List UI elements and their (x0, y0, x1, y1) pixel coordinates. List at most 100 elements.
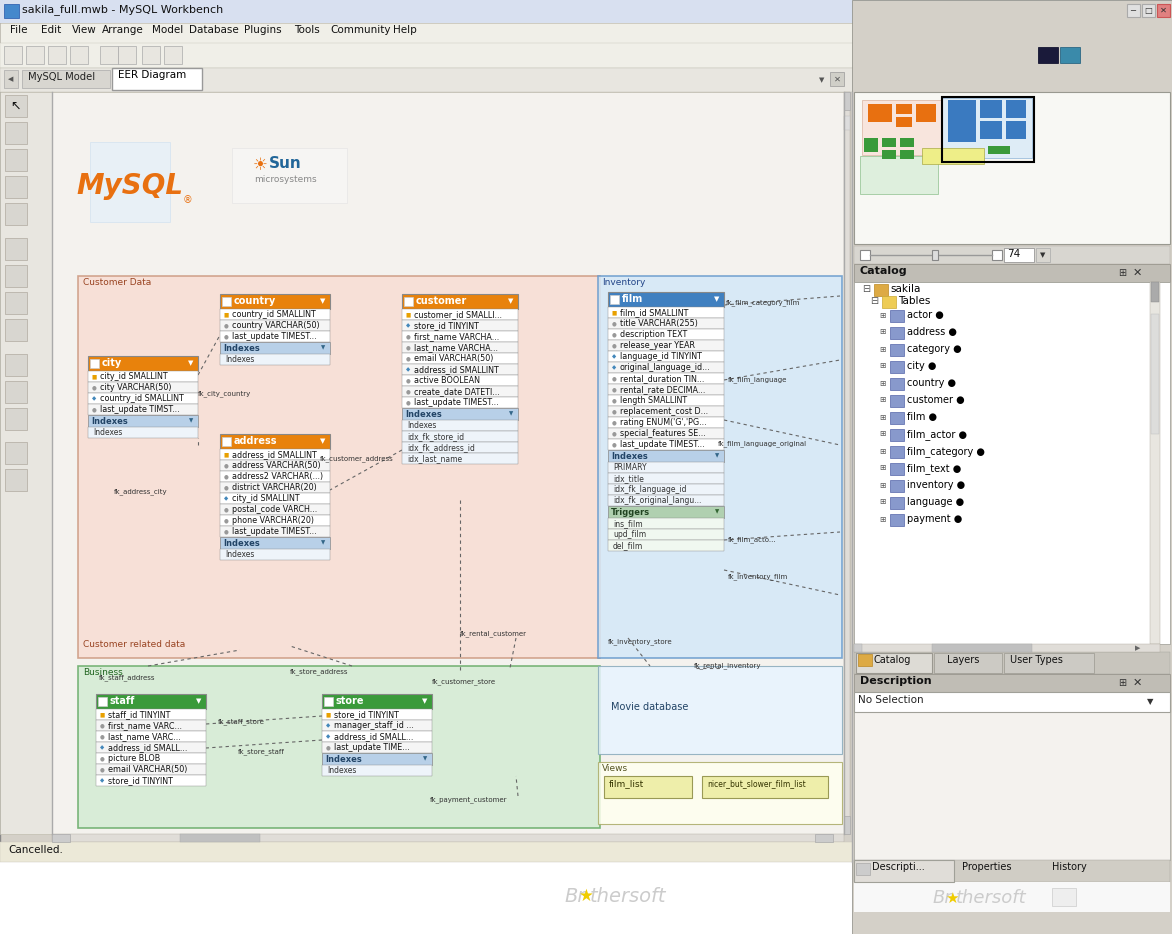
Text: Inventory: Inventory (602, 278, 646, 287)
Text: title VARCHAR(255): title VARCHAR(255) (620, 319, 697, 328)
FancyBboxPatch shape (890, 378, 904, 390)
FancyBboxPatch shape (890, 412, 904, 424)
FancyBboxPatch shape (142, 46, 161, 64)
FancyBboxPatch shape (322, 753, 432, 765)
Text: last_update TIMEST...: last_update TIMEST... (232, 527, 316, 536)
Text: ●: ● (406, 378, 410, 383)
Text: ◆: ◆ (612, 365, 616, 370)
FancyBboxPatch shape (220, 449, 331, 460)
Text: ●: ● (612, 332, 616, 337)
FancyBboxPatch shape (5, 203, 27, 225)
FancyBboxPatch shape (992, 250, 1002, 260)
FancyBboxPatch shape (608, 428, 724, 439)
Text: ●: ● (612, 431, 616, 436)
Text: Database: Database (189, 25, 239, 35)
Text: ▼: ▼ (1041, 252, 1045, 258)
Text: Views: Views (602, 764, 628, 773)
Text: fk_city_country: fk_city_country (198, 390, 251, 397)
FancyBboxPatch shape (96, 742, 206, 753)
FancyBboxPatch shape (1006, 121, 1026, 139)
Text: Plugins: Plugins (245, 25, 282, 35)
FancyBboxPatch shape (220, 549, 331, 560)
FancyBboxPatch shape (702, 776, 827, 798)
Text: ✕: ✕ (833, 75, 840, 83)
FancyBboxPatch shape (402, 453, 518, 464)
Text: ▼: ▼ (422, 699, 428, 704)
FancyBboxPatch shape (854, 712, 1170, 860)
FancyBboxPatch shape (402, 408, 518, 420)
Text: ⊞: ⊞ (879, 480, 885, 489)
Text: ●: ● (100, 723, 104, 728)
Text: fk_payment_customer: fk_payment_customer (430, 796, 507, 802)
Text: country VARCHAR(50): country VARCHAR(50) (232, 321, 320, 330)
FancyBboxPatch shape (608, 473, 724, 484)
FancyBboxPatch shape (96, 775, 206, 786)
Text: inventory ●: inventory ● (907, 480, 965, 490)
Text: Indexes: Indexes (325, 755, 362, 764)
FancyBboxPatch shape (88, 356, 198, 371)
Text: ▼: ▼ (320, 438, 326, 445)
FancyBboxPatch shape (52, 92, 850, 834)
FancyBboxPatch shape (868, 104, 892, 122)
Text: Tools: Tools (294, 25, 320, 35)
FancyBboxPatch shape (5, 238, 27, 260)
Text: address: address (234, 436, 278, 446)
FancyBboxPatch shape (4, 70, 18, 88)
FancyBboxPatch shape (854, 882, 1170, 912)
FancyBboxPatch shape (1157, 4, 1170, 17)
FancyBboxPatch shape (118, 46, 136, 64)
Text: Customer Data: Customer Data (83, 278, 151, 287)
FancyBboxPatch shape (96, 764, 206, 775)
Text: staff_id TINYINT: staff_id TINYINT (108, 710, 170, 719)
Text: ■: ■ (612, 310, 618, 315)
Text: original_language_id...: original_language_id... (620, 363, 710, 372)
Text: customer: customer (416, 296, 468, 306)
FancyBboxPatch shape (890, 361, 904, 373)
Text: Sun: Sun (268, 155, 301, 171)
FancyBboxPatch shape (220, 354, 331, 365)
Text: ⊞: ⊞ (879, 446, 885, 456)
FancyBboxPatch shape (5, 442, 27, 464)
FancyBboxPatch shape (220, 309, 331, 320)
FancyBboxPatch shape (608, 518, 724, 529)
FancyBboxPatch shape (232, 148, 347, 203)
Text: ◆: ◆ (406, 323, 410, 328)
FancyBboxPatch shape (598, 762, 841, 824)
Text: ─: ─ (1131, 6, 1136, 15)
Text: fk_store_staff: fk_store_staff (238, 748, 285, 755)
FancyBboxPatch shape (322, 694, 432, 709)
FancyBboxPatch shape (0, 68, 1172, 92)
FancyBboxPatch shape (608, 529, 724, 540)
FancyBboxPatch shape (598, 666, 841, 754)
Text: fk_film_acto...: fk_film_acto... (728, 536, 777, 543)
Text: fk_rental_customer: fk_rental_customer (459, 630, 527, 637)
Text: ●: ● (612, 420, 616, 425)
FancyBboxPatch shape (608, 462, 724, 473)
Text: first_name VARCHA...: first_name VARCHA... (414, 332, 499, 341)
Text: ◆: ◆ (100, 778, 104, 783)
FancyBboxPatch shape (220, 537, 331, 549)
Text: ●: ● (612, 398, 616, 403)
Text: ◀: ◀ (854, 645, 860, 651)
Text: city VARCHAR(50): city VARCHAR(50) (100, 383, 171, 392)
FancyBboxPatch shape (890, 446, 904, 458)
Text: release_year YEAR: release_year YEAR (620, 341, 695, 350)
FancyBboxPatch shape (96, 731, 206, 742)
Text: Description: Description (860, 676, 932, 686)
Text: ⊞: ⊞ (879, 515, 885, 523)
FancyBboxPatch shape (980, 100, 1002, 118)
FancyBboxPatch shape (608, 384, 724, 395)
Text: User Types: User Types (1010, 655, 1063, 665)
FancyBboxPatch shape (402, 353, 518, 364)
Text: email VARCHAR(50): email VARCHAR(50) (108, 765, 188, 774)
Text: store_id TINYINT: store_id TINYINT (334, 710, 398, 719)
FancyBboxPatch shape (402, 364, 518, 375)
Text: film_actor ●: film_actor ● (907, 429, 967, 440)
Text: ★: ★ (945, 890, 959, 905)
Text: ●: ● (224, 518, 229, 523)
Text: length SMALLINT: length SMALLINT (620, 396, 687, 405)
FancyBboxPatch shape (0, 23, 1172, 43)
FancyBboxPatch shape (220, 526, 331, 537)
Text: actor ●: actor ● (907, 310, 943, 320)
Text: Movie database: Movie database (612, 702, 689, 712)
